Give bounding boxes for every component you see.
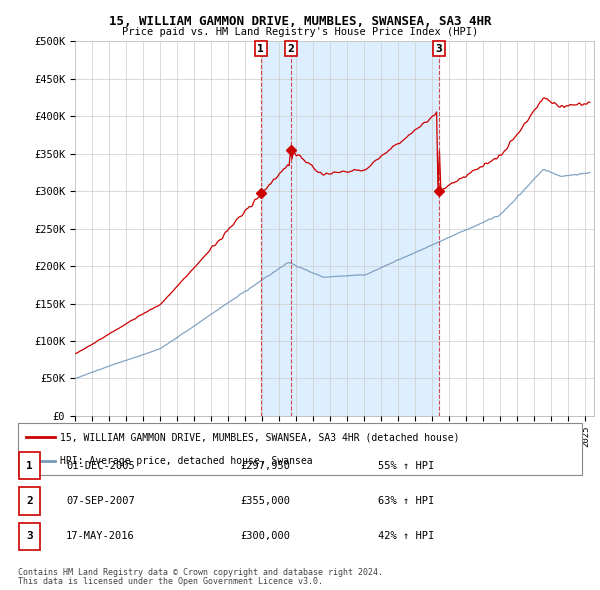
Text: Price paid vs. HM Land Registry's House Price Index (HPI): Price paid vs. HM Land Registry's House … [122,27,478,37]
Text: £355,000: £355,000 [240,496,290,506]
Text: 1: 1 [257,44,264,54]
Bar [291,41,439,416]
Text: 15, WILLIAM GAMMON DRIVE, MUMBLES, SWANSEA, SA3 4HR (detached house): 15, WILLIAM GAMMON DRIVE, MUMBLES, SWANS… [60,432,460,442]
Text: 3: 3 [436,44,442,54]
Text: 55% ↑ HPI: 55% ↑ HPI [378,461,434,470]
Text: Contains HM Land Registry data © Crown copyright and database right 2024.: Contains HM Land Registry data © Crown c… [18,568,383,577]
Text: 15, WILLIAM GAMMON DRIVE, MUMBLES, SWANSEA, SA3 4HR: 15, WILLIAM GAMMON DRIVE, MUMBLES, SWANS… [109,15,491,28]
Text: £300,000: £300,000 [240,532,290,541]
Text: 63% ↑ HPI: 63% ↑ HPI [378,496,434,506]
Text: 2: 2 [287,44,294,54]
Text: £297,950: £297,950 [240,461,290,470]
Text: 42% ↑ HPI: 42% ↑ HPI [378,532,434,541]
Text: HPI: Average price, detached house, Swansea: HPI: Average price, detached house, Swan… [60,456,313,466]
Bar [261,41,291,416]
Text: 17-MAY-2016: 17-MAY-2016 [66,532,135,541]
Text: 3: 3 [26,532,33,541]
Text: 1: 1 [26,461,33,470]
Text: 07-SEP-2007: 07-SEP-2007 [66,496,135,506]
Text: This data is licensed under the Open Government Licence v3.0.: This data is licensed under the Open Gov… [18,577,323,586]
Text: 2: 2 [26,496,33,506]
Text: 01-DEC-2005: 01-DEC-2005 [66,461,135,470]
